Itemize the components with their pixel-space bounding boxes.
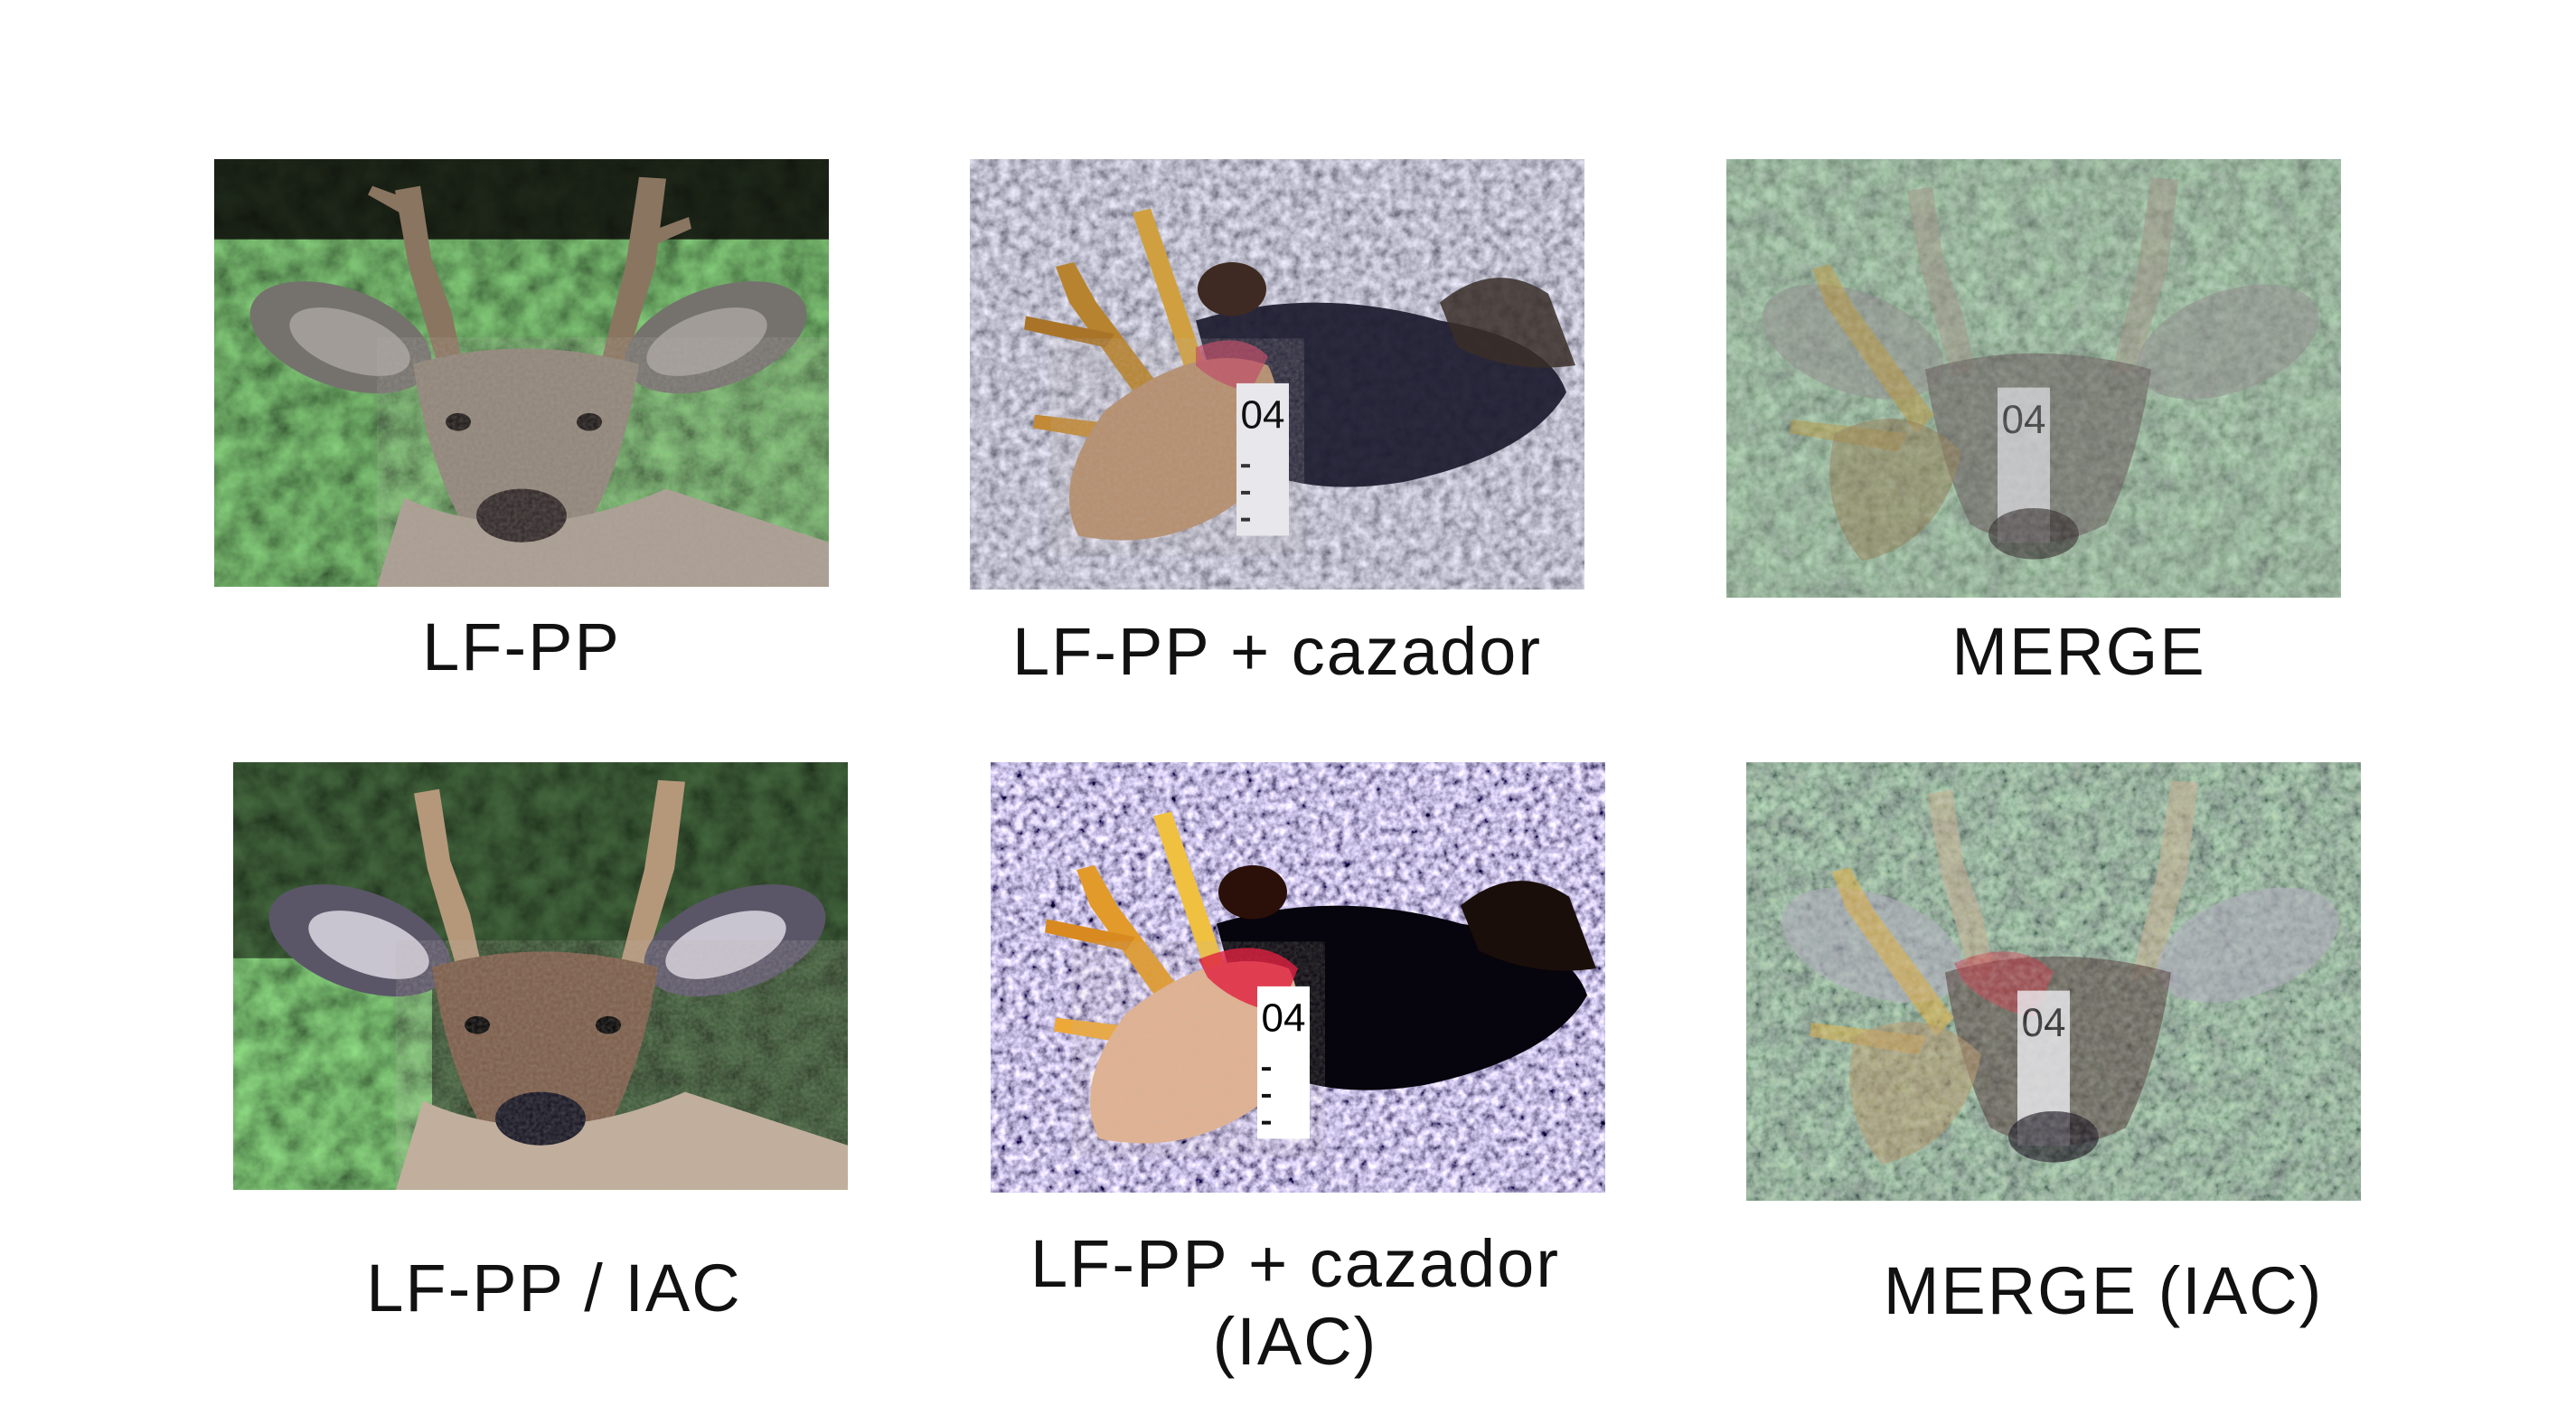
caption-line-2: (IAC): [1212, 1304, 1378, 1379]
photo-lf-pp: [214, 159, 829, 587]
photo-lf-pp-iac: [233, 762, 848, 1190]
caption-lf-pp-cazador-iac: LF-PP + cazador (IAC): [952, 1225, 1639, 1381]
merge-iac-image: [1746, 762, 2361, 1201]
deer-portrait-iac-image: [233, 762, 848, 1190]
deer-portrait-image: [214, 159, 829, 587]
photo-lf-pp-cazador: [970, 159, 1584, 590]
deer-hunter-image: [970, 159, 1584, 590]
photo-lf-pp-cazador-iac: [991, 762, 1605, 1193]
caption-merge: MERGE: [1951, 614, 2206, 689]
caption-lf-pp-cazador: LF-PP + cazador: [1012, 614, 1542, 689]
photo-merge: [1726, 159, 2341, 598]
caption-line-1: LF-PP + cazador: [1030, 1226, 1560, 1301]
caption-lf-pp: LF-PP: [422, 609, 621, 684]
photo-merge-iac: [1746, 762, 2361, 1201]
caption-lf-pp-iac: LF-PP / IAC: [366, 1250, 742, 1326]
caption-merge-iac: MERGE (IAC): [1883, 1253, 2324, 1328]
merge-image: [1726, 159, 2341, 598]
deer-hunter-iac-image: [991, 762, 1605, 1193]
